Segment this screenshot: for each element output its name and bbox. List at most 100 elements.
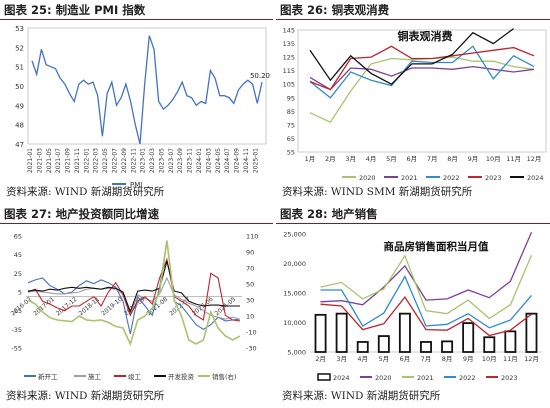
x-tick-label: 1月 xyxy=(305,155,316,163)
legend-label: 2021 xyxy=(417,374,434,382)
source-note: 资料来源: WIND SMM 新湖期货研究所 xyxy=(282,186,473,198)
y-tick-label-left: -15 xyxy=(11,307,22,315)
y-tick-label: 125 xyxy=(283,54,295,62)
copper-chart: 55 65 75 85 95 105 115 125 135 145 1月 2月 3月 4月 5月 6月 7月 8… xyxy=(283,27,547,182)
x-tick-label: 11月 xyxy=(503,355,518,363)
x-tick-label: 2025-01 xyxy=(252,148,259,173)
y-tick-label: 105 xyxy=(283,81,295,89)
y-tick-label: 25,000 xyxy=(283,231,306,239)
y-tick-label: 49 xyxy=(15,102,24,110)
series-line-2021 xyxy=(309,65,535,91)
series-line-2020 xyxy=(320,231,533,306)
x-tick-label: 10月 xyxy=(482,355,497,363)
source-note: 资料来源: WIND 新湖期货研究所 xyxy=(6,186,165,198)
y-tick-label-right: -30 xyxy=(246,345,257,353)
y-tick-label-right: -10 xyxy=(246,329,257,337)
x-tick-label: 2023-09 xyxy=(177,148,184,173)
y-tick-label: 145 xyxy=(283,27,295,35)
y-tick-label-right: 90 xyxy=(246,249,254,257)
panel-pmi: 图表 25: 制造业 PMI 指数 47 48 49 50 51 52 53 2021-01 2… xyxy=(0,0,273,200)
y-tick-label-left: 45 xyxy=(14,251,22,259)
x-tick-label: 2022-07 xyxy=(111,148,118,173)
bar-2024 xyxy=(356,341,369,353)
x-tick-label: 2021-05 xyxy=(46,148,53,173)
x-tick-label: 5月 xyxy=(386,155,397,163)
x-tick-label: 6月 xyxy=(400,355,411,363)
x-tick-label: 12月 xyxy=(527,155,542,163)
x-tick-label: 2024-05 xyxy=(215,148,222,173)
x-tick-label: 2019-10 xyxy=(100,296,124,318)
y-tick-label: 5,000 xyxy=(287,349,306,357)
panel-copper: 图表 26: 铜表观消费 55 65 75 85 95 105 115 125 135 145 1月… xyxy=(276,0,550,200)
y-tick-label: 48 xyxy=(15,122,24,130)
y-tick-label-right: 110 xyxy=(246,233,258,241)
x-tick-label: 5月 xyxy=(378,355,389,363)
panel-title: 图表 28: 地产销售 xyxy=(276,204,550,224)
panel-title: 图表 26: 铜表观消费 xyxy=(276,0,550,20)
legend-label: 2023 xyxy=(485,174,502,182)
y-tick-label: 52 xyxy=(15,44,24,52)
y-tick-label-right: 50 xyxy=(246,281,254,289)
x-tick-label: 2022-11 xyxy=(130,148,137,173)
y-tick-label: 51 xyxy=(15,64,24,72)
plot-frame xyxy=(27,27,267,145)
y-tick-label: 20,000 xyxy=(283,260,306,268)
bar-2024 xyxy=(420,341,432,353)
legend-label: 施工 xyxy=(88,372,102,381)
x-tick-label: 8月 xyxy=(442,355,453,363)
legend-label: 2024 xyxy=(333,374,350,382)
y-tick-label: 55 xyxy=(287,149,295,157)
y-tick-label: 75 xyxy=(287,121,295,129)
legend-label: 开发投资 xyxy=(168,372,195,381)
legend-label: 新开工 xyxy=(38,372,58,381)
legend-label: 2020 xyxy=(375,374,392,382)
legend-label: 2022 xyxy=(459,374,476,382)
x-tick-label: 2024-01 xyxy=(196,148,203,173)
x-tick-label: 2023-11 xyxy=(187,148,194,173)
x-tick-label: 2024-07 xyxy=(224,148,231,173)
bar-2024 xyxy=(314,313,327,353)
chart-title: 商品房销售面积当月值 xyxy=(384,240,489,253)
bar-2024 xyxy=(525,312,538,353)
y-tick-label-left: 5 xyxy=(18,289,22,297)
bar-2024 xyxy=(398,312,411,353)
x-tick-label: 2021-07 xyxy=(55,148,62,173)
bar-2024 xyxy=(462,322,475,353)
y-tick-label: 65 xyxy=(287,135,295,143)
y-tick-label: 53 xyxy=(15,25,24,33)
x-tick-label: 12月 xyxy=(524,355,539,363)
bar-2024 xyxy=(483,336,496,353)
series-line-竣工 xyxy=(27,257,241,322)
y-tick-label: 115 xyxy=(283,67,295,75)
y-tick-label-left: -55 xyxy=(11,345,22,353)
legend-swatch xyxy=(317,373,331,381)
x-tick-label: 2021-03 xyxy=(36,148,43,173)
series-line-2022 xyxy=(309,45,535,99)
y-tick-label: 10,000 xyxy=(283,319,306,327)
x-tick-label: 2022-03 xyxy=(93,148,100,173)
x-tick-label: 2023-05 xyxy=(158,148,165,173)
y-tick-label-left: 25 xyxy=(14,270,22,278)
source-note: 资料来源: WIND 新湖期货研究所 xyxy=(6,390,165,402)
series-line-2024 xyxy=(309,28,514,85)
y-tick-label: 85 xyxy=(287,108,295,116)
series-line-2020 xyxy=(309,56,535,124)
y-tick-label-left: 65 xyxy=(14,233,22,241)
series-line-2023 xyxy=(309,45,535,91)
x-tick-label: 7月 xyxy=(427,155,438,163)
x-tick-label: 4月 xyxy=(357,355,368,363)
realestate-chart: -55-35-155254565-30-1010305070901102016-… xyxy=(10,233,259,382)
source-note: 资料来源: WIND 新湖期货研究所 xyxy=(282,390,441,402)
series-line-开发投资 xyxy=(27,261,240,314)
x-tick-label: 2021-09 xyxy=(65,148,72,173)
x-tick-label: 6月 xyxy=(406,155,417,163)
x-tick-label: 2022-05 xyxy=(102,148,109,173)
x-tick-label: 2023-03 xyxy=(149,148,156,173)
y-tick-label: 15,000 xyxy=(283,290,306,298)
y-tick-label: 95 xyxy=(287,94,295,102)
legend-label: 2023 xyxy=(501,374,518,382)
x-tick-label: 4月 xyxy=(366,155,377,163)
x-tick-label: 2021-08 xyxy=(146,296,170,318)
panel-realestate: 图表 27: 地产投资额同比增速 -55 -35 -15 5 25 45 65 -30 -10 1… xyxy=(0,204,273,408)
